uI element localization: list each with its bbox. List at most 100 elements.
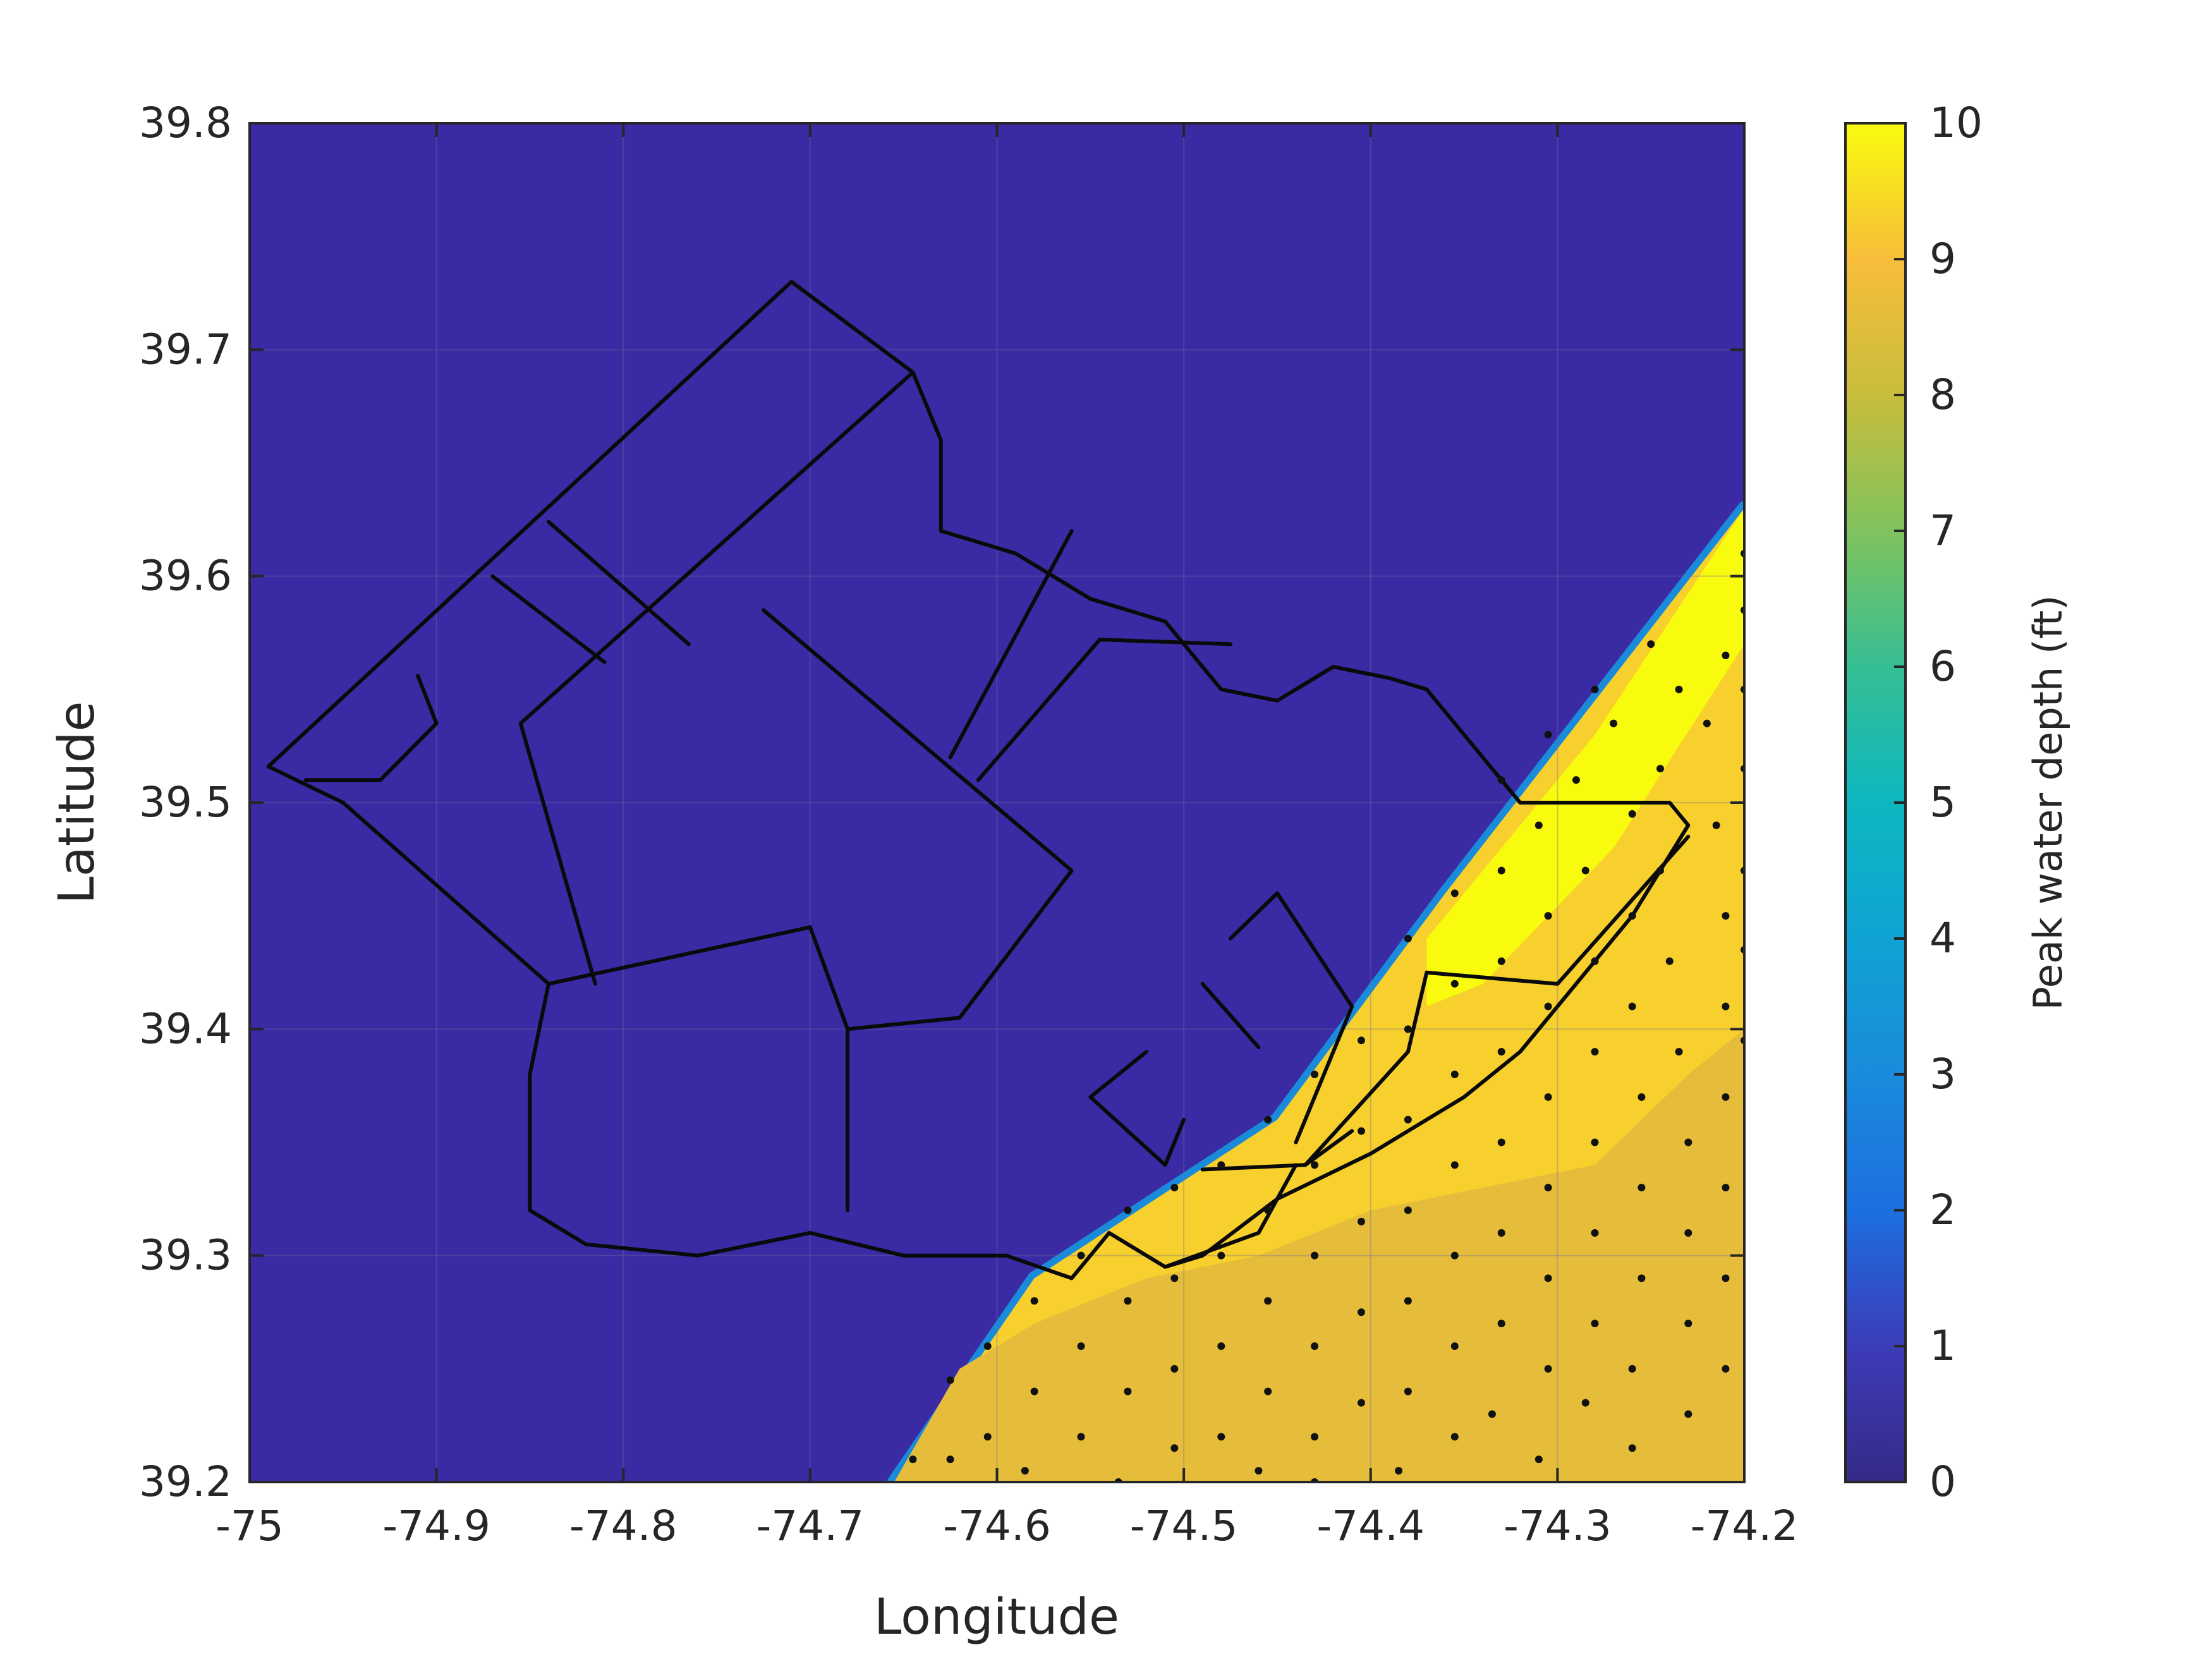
y-tick-label: 39.4 bbox=[139, 1004, 232, 1053]
x-tick-label: -74.6 bbox=[943, 1502, 1051, 1550]
sample-point bbox=[1544, 1184, 1552, 1192]
sample-point bbox=[1077, 1342, 1085, 1350]
plot-area bbox=[250, 123, 1744, 1482]
sample-point bbox=[1404, 935, 1412, 942]
sample-point bbox=[1544, 1274, 1552, 1282]
sample-point bbox=[1591, 1138, 1599, 1146]
sample-point bbox=[1684, 1138, 1692, 1146]
sample-point bbox=[1591, 685, 1599, 693]
y-tick-label: 39.7 bbox=[139, 325, 232, 374]
x-axis: -75 -74.9 -74.8 -74.7 -74.6 -74.5 -74.4 -74.3 -7… bbox=[216, 123, 1798, 1550]
sample-point bbox=[1450, 1071, 1459, 1078]
boundary-line bbox=[948, 529, 1074, 760]
boundary-line bbox=[547, 520, 691, 647]
sample-point bbox=[1544, 1364, 1552, 1373]
sample-point bbox=[1684, 1410, 1692, 1418]
sample-point bbox=[1264, 1387, 1272, 1395]
sample-point bbox=[1311, 1161, 1319, 1169]
sample-point bbox=[1722, 1274, 1730, 1282]
flood-zone-1 bbox=[894, 1029, 1744, 1482]
sample-point bbox=[1544, 731, 1552, 739]
boundary-line bbox=[1229, 891, 1354, 1145]
sample-point bbox=[1450, 1433, 1459, 1441]
boundary-line bbox=[303, 674, 439, 782]
sample-point bbox=[1264, 1115, 1272, 1124]
sample-point bbox=[1170, 1444, 1179, 1452]
colorbar-tick-label: 0 bbox=[1929, 1457, 1956, 1506]
boundary-line bbox=[518, 370, 915, 986]
sample-point bbox=[1591, 1048, 1599, 1056]
x-tick-label: -75 bbox=[216, 1502, 284, 1550]
y-tick-label: 39.5 bbox=[139, 778, 232, 827]
sample-point bbox=[1591, 1320, 1599, 1328]
sample-point bbox=[1311, 1251, 1319, 1260]
sample-point bbox=[1450, 1251, 1459, 1260]
sample-point bbox=[1722, 652, 1730, 660]
x-tick-label: -74.4 bbox=[1316, 1502, 1425, 1550]
boundary-line bbox=[1088, 1050, 1186, 1167]
sample-point bbox=[1404, 1387, 1412, 1395]
sample-point bbox=[1404, 1297, 1412, 1305]
sample-point bbox=[1722, 912, 1730, 920]
sample-point bbox=[1628, 1444, 1636, 1452]
sample-point bbox=[1638, 1274, 1646, 1282]
sample-point bbox=[1021, 1467, 1029, 1475]
x-tick-label: -74.7 bbox=[756, 1502, 864, 1550]
sample-point bbox=[1255, 1467, 1263, 1475]
sample-point bbox=[1610, 719, 1618, 727]
y-tick-label: 39.8 bbox=[139, 99, 232, 147]
x-tick-label: -74.5 bbox=[1130, 1502, 1238, 1550]
boundary-line bbox=[1303, 834, 1691, 1167]
sample-point bbox=[1264, 1206, 1272, 1214]
sample-point bbox=[1077, 1251, 1085, 1260]
sample-point bbox=[1572, 776, 1580, 784]
sample-point bbox=[1722, 1002, 1730, 1011]
sample-point bbox=[1722, 1364, 1730, 1373]
colorbar-tick-label: 9 bbox=[1929, 234, 1956, 283]
sample-point bbox=[1497, 1320, 1505, 1328]
colorbar-tick-label: 10 bbox=[1929, 99, 1983, 147]
sample-point bbox=[1170, 1364, 1179, 1373]
sample-point bbox=[1488, 1410, 1496, 1418]
sample-point bbox=[1357, 1217, 1365, 1225]
y-axis: 39.2 39.3 39.4 39.5 39.6 39.7 39.8 bbox=[139, 99, 1744, 1506]
sample-point bbox=[1124, 1206, 1132, 1214]
sample-point bbox=[1077, 1433, 1085, 1441]
sample-point bbox=[983, 1342, 992, 1350]
sample-point bbox=[1647, 640, 1655, 648]
sample-point bbox=[1703, 719, 1711, 727]
sample-point bbox=[1217, 1251, 1225, 1260]
sample-point bbox=[1311, 1071, 1319, 1078]
boundary-line bbox=[976, 638, 1102, 782]
sample-point bbox=[1404, 1025, 1412, 1033]
sample-point bbox=[1497, 1229, 1505, 1237]
y-tick-label: 39.6 bbox=[139, 552, 232, 600]
sample-point bbox=[1628, 912, 1636, 920]
sample-point bbox=[1170, 1274, 1179, 1282]
sample-point bbox=[1544, 912, 1552, 920]
colorbar-tick-label: 7 bbox=[1929, 506, 1956, 555]
sample-point bbox=[1534, 1455, 1543, 1464]
y-tick-label: 39.2 bbox=[139, 1457, 232, 1506]
sample-point bbox=[1217, 1342, 1225, 1350]
colorbar-tick-label: 5 bbox=[1929, 778, 1956, 827]
colorbar-tick-label: 8 bbox=[1929, 370, 1956, 419]
sample-point bbox=[1591, 1229, 1599, 1237]
sample-point bbox=[983, 1433, 992, 1441]
sample-point bbox=[1311, 1433, 1319, 1441]
x-tick-label: -74.2 bbox=[1691, 1502, 1799, 1550]
sample-point bbox=[1264, 1297, 1272, 1305]
sample-point bbox=[1497, 776, 1505, 784]
sample-point bbox=[1656, 866, 1664, 875]
sample-point bbox=[1712, 821, 1720, 829]
x-axis-label: Longitude bbox=[874, 1589, 1119, 1646]
colorbar-tick-label: 1 bbox=[1929, 1322, 1956, 1370]
x-tick-label: -74.3 bbox=[1504, 1502, 1612, 1550]
y-tick-label: 39.3 bbox=[139, 1231, 232, 1280]
sample-point bbox=[1357, 1308, 1365, 1316]
sample-points bbox=[909, 549, 1744, 1482]
sample-point bbox=[1628, 1002, 1636, 1011]
sample-point bbox=[1675, 685, 1683, 693]
sample-point bbox=[1544, 1093, 1552, 1101]
